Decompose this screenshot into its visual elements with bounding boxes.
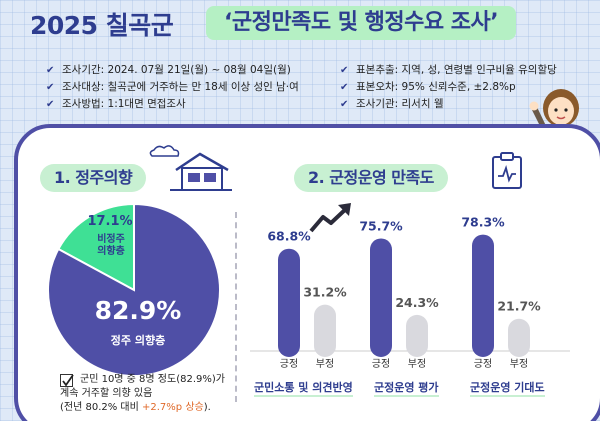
chart-group-label: 군정운영 평가 [374,379,439,397]
title-year: 2025 칠곡군 [30,11,174,40]
bar-category-label: 긍정 [280,358,298,370]
pie-value-label: 82.9% [94,296,182,325]
info-sampling: 표본추출: 지역, 성, 연령별 인구비율 유의할당 [356,64,557,76]
info-error: 표본오차: 95% 신뢰수준, ±2.8%p [356,81,516,93]
house-icon [149,145,232,191]
residence-pie-chart: 82.9% 정주 의향층 17.1% 비정주 의향층 [44,200,224,380]
checkbox-icon [60,374,74,387]
info-row: ✔ 조사대상: 칠곡군에 거주하는 만 18세 이상 성인 남·여 [46,79,299,96]
note-text: ). [203,402,211,413]
clipboard-chart-icon [492,152,522,189]
section2-title: 2. 군정운영 만족도 [294,164,448,192]
check-icon: ✔ [340,65,349,76]
chart-group-label: 군정운영 기대도 [470,379,545,397]
bar [370,238,392,357]
info-row: ✔ 표본추출: 지역, 성, 연령별 인구비율 유의할당 [340,62,557,79]
bar [278,248,300,357]
info-row: ✔ 조사방법: 1:1대면 면접조사 [46,96,299,113]
bar-category-label: 부정 [510,358,528,370]
check-icon: ✔ [46,99,55,110]
info-method: 조사방법: 1:1대면 면접조사 [62,98,186,110]
note-line: 계속 거주할 의향 있음 [60,388,153,399]
bar [314,304,336,357]
survey-info-right: ✔ 표본추출: 지역, 성, 연령별 인구비율 유의할당 ✔ 표본오차: 95% 신… [340,62,557,113]
info-target: 조사대상: 칠곡군에 거주하는 만 18세 이상 성인 남·여 [62,81,299,93]
main-title: ‘군정만족도 및 행정수요 조사’ [206,6,517,40]
bar-value-label: 78.3% [461,215,505,230]
note-highlight: +2.7%p 상승 [142,402,204,413]
bar-value-label: 21.7% [497,299,541,314]
trend-arrow-icon [309,203,351,233]
bar-category-label: 긍정 [474,358,492,370]
check-icon: ✔ [46,82,55,93]
bar-value-label: 24.3% [395,295,439,310]
pie-category-label: 비정주 의향층 [97,234,125,257]
check-icon: ✔ [340,99,349,110]
bar-category-label: 긍정 [372,358,390,370]
note-line: (전년 80.2% 대비 +2.7%p 상승). [60,401,225,415]
info-period: 조사기간: 2024. 07월 21일(월) ~ 08월 04일(월) [62,64,291,76]
bar-value-label: 31.2% [303,285,347,300]
bar [508,318,530,357]
satisfaction-bar-chart: 68.8% 긍정 31.2% 부정 75.7% 긍정 24.3% 부정 78.3% 긍정 21.7%… [250,215,570,370]
bar [472,234,494,357]
residence-note: 군민 10명 중 8명 정도(82.9%)가 계속 거주할 의향 있음 (전년 … [60,373,225,415]
bar-category-label: 부정 [316,358,334,370]
chart-group-label: 군민소통 및 의견반영 [254,379,353,397]
bar [406,314,428,357]
pie-slice [57,202,135,292]
survey-info-left: ✔ 조사기간: 2024. 07월 21일(월) ~ 08월 04일(월) ✔ 조사… [46,62,299,113]
pie-slice [47,202,221,377]
bar-value-label: 75.7% [359,218,403,233]
note-text: (전년 80.2% 대비 [60,402,143,413]
info-row: ✔ 조사기간: 2024. 07월 21일(월) ~ 08월 04일(월) [46,62,299,79]
info-row: ✔ 표본오차: 95% 신뢰수준, ±2.8%p [340,79,557,96]
bar-category-label: 부정 [408,358,426,370]
section-divider [235,212,237,402]
note-line: 군민 10명 중 8명 정도(82.9%)가 [80,374,225,385]
info-agency: 조사기관: 리서치 웰 [356,98,444,110]
pie-value-label: 17.1% [87,214,133,229]
info-row: ✔ 조사기관: 리서치 웰 [340,96,557,113]
bar-value-label: 68.8% [267,229,311,244]
check-icon: ✔ [46,65,55,76]
pie-category-label: 정주 의향층 [110,334,166,347]
section1-title: 1. 정주의향 [40,164,147,192]
check-icon: ✔ [340,82,349,93]
pie-svg [47,202,221,377]
